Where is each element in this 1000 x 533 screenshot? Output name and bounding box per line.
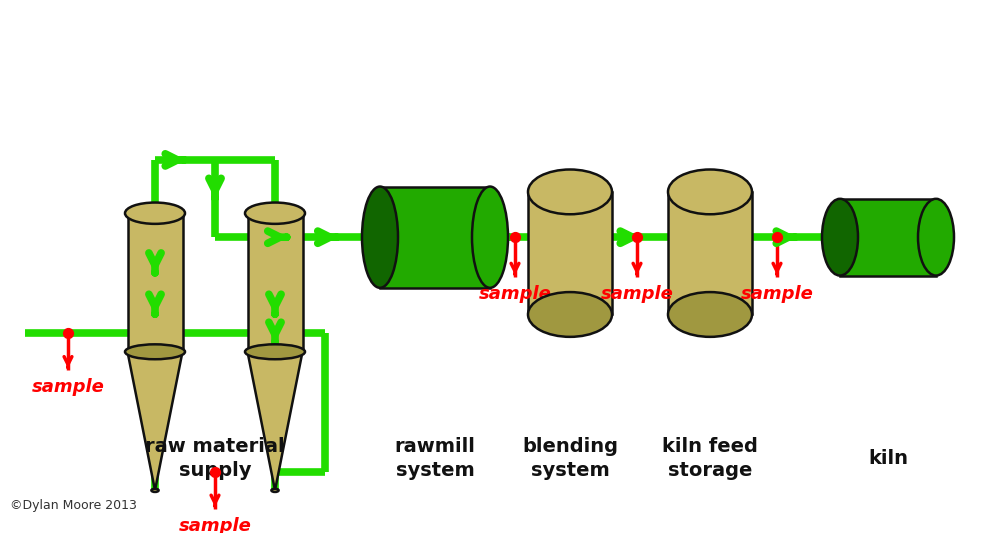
Text: kiln: kiln xyxy=(868,449,908,468)
Ellipse shape xyxy=(668,292,752,337)
Ellipse shape xyxy=(668,169,752,214)
Ellipse shape xyxy=(362,187,398,288)
Text: rawmill
system: rawmill system xyxy=(395,437,475,480)
Text: sample: sample xyxy=(479,285,551,303)
Bar xyxy=(840,199,936,276)
Text: sample: sample xyxy=(32,378,104,397)
Ellipse shape xyxy=(271,489,279,492)
Ellipse shape xyxy=(918,199,954,276)
Ellipse shape xyxy=(125,203,185,224)
Ellipse shape xyxy=(822,199,858,276)
Ellipse shape xyxy=(151,489,159,492)
Point xyxy=(507,233,523,241)
Text: sample: sample xyxy=(179,517,251,533)
Polygon shape xyxy=(248,352,303,490)
Ellipse shape xyxy=(528,292,612,337)
Text: kiln feed
storage: kiln feed storage xyxy=(662,437,758,480)
Ellipse shape xyxy=(528,169,612,214)
Text: blending
system: blending system xyxy=(522,437,618,480)
Text: sample: sample xyxy=(741,285,813,303)
Bar xyxy=(668,192,752,314)
Point xyxy=(769,233,785,241)
Text: sample: sample xyxy=(601,285,673,303)
Text: raw material
supply: raw material supply xyxy=(145,437,285,480)
Bar xyxy=(380,187,490,288)
Text: ©Dylan Moore 2013: ©Dylan Moore 2013 xyxy=(10,499,137,512)
Point xyxy=(207,467,223,476)
Point xyxy=(60,329,76,337)
Bar xyxy=(528,192,612,314)
Bar xyxy=(248,213,303,352)
Point xyxy=(629,233,645,241)
Bar xyxy=(128,213,182,352)
Ellipse shape xyxy=(472,187,508,288)
Ellipse shape xyxy=(245,203,305,224)
Polygon shape xyxy=(128,352,182,490)
Ellipse shape xyxy=(245,344,305,359)
Ellipse shape xyxy=(125,344,185,359)
